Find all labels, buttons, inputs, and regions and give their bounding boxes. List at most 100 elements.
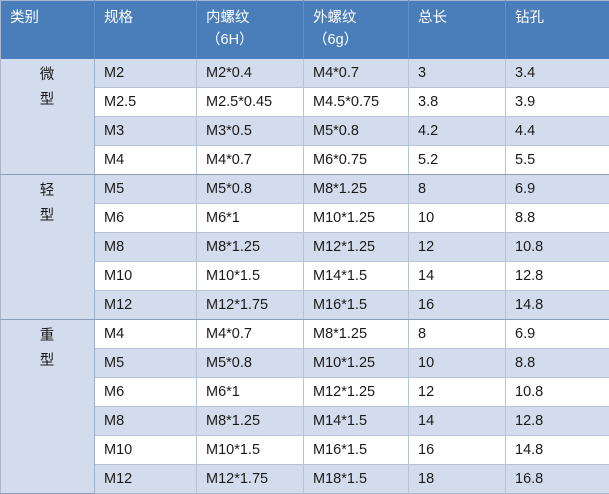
cell-spec: M5 [94,174,197,204]
cell-length: 12 [408,377,506,407]
cell-drill: 8.8 [505,348,609,378]
category-char: 轻 [39,183,56,199]
cell-length: 4.2 [408,116,506,146]
cell-external: M18*1.5 [303,464,409,494]
cell-length: 14 [408,406,506,436]
column-header-sublabel: （6g） [313,32,359,49]
category-cell-微型: 微型 [0,58,95,175]
cell-internal: M8*1.25 [196,406,304,436]
cell-external: M16*1.5 [303,435,409,465]
cell-drill: 6.9 [505,319,609,349]
cell-spec: M8 [94,232,197,262]
cell-external: M4*0.7 [303,58,409,88]
cell-drill: 3.4 [505,58,609,88]
column-header-length: 总长 [408,0,506,59]
column-header-label: 外螺纹 [313,10,357,26]
column-header-label: 类别 [10,10,39,26]
cell-spec: M2.5 [94,87,197,117]
table-row: M8 M8*1.25 M14*1.5 14 12.8 [1,406,609,436]
category-char: 型 [39,353,56,370]
cell-external: M12*1.25 [303,377,409,407]
cell-drill: 3.9 [505,87,609,117]
cell-external: M8*1.25 [303,174,409,204]
column-header-sublabel: （6H） [206,32,254,49]
cell-length: 3 [408,58,506,88]
cell-internal: M6*1 [196,203,304,233]
table-row: 微型 M2 M2*0.4 M4*0.7 3 3.4 [0,58,609,175]
cell-internal: M12*1.75 [196,464,304,494]
column-header-label: 内螺纹 [206,10,250,26]
table-row: M6 M6*1 M12*1.25 12 10.8 [1,377,609,407]
cell-internal: M3*0.5 [196,116,304,146]
category-char: 重 [39,328,56,344]
cell-internal: M5*0.8 [196,174,304,204]
cell-spec: M10 [94,261,197,291]
category-char: 微 [39,66,56,83]
cell-internal: M2.5*0.45 [196,87,304,117]
column-header-label: 钻孔 [515,10,544,26]
cell-internal: M8*1.25 [196,232,304,262]
column-header-label: 规格 [104,10,133,26]
table-row: M12 M12*1.75 M16*1.5 16 14.8 [1,290,609,320]
cell-length: 16 [408,435,506,465]
cell-external: M14*1.5 [303,261,409,291]
cell-external: M16*1.5 [303,290,409,320]
cell-spec: M10 [94,435,197,465]
cell-external: M14*1.5 [303,406,409,436]
cell-spec: M4 [94,145,197,175]
cell-length: 8 [408,174,506,204]
table-row: 轻型 M5 M5*0.8 M8*1.25 8 6.9 [0,174,609,320]
table-body: 微型 M2 M2*0.4 M4*0.7 3 3.4 M2.5 M2.5*0.45 M4.5*0.… [0,58,609,494]
cell-length: 5.2 [408,145,506,175]
cell-drill: 12.8 [505,406,609,436]
cell-drill: 4.4 [505,116,609,146]
cell-drill: 14.8 [505,290,609,320]
column-header-label: 总长 [418,10,447,26]
column-header-category: 类别 [0,0,95,59]
table-header: 类别 规格 内螺纹 （6H） 外螺纹 （6g） 总长 钻孔 [0,0,609,59]
table-row: M2.5 M2.5*0.45 M4.5*0.75 3.8 3.9 [1,87,609,117]
cell-external: M5*0.8 [303,116,409,146]
table-row: M8 M8*1.25 M12*1.25 12 10.8 [1,232,609,262]
cell-external: M6*0.75 [303,145,409,175]
cell-internal: M4*0.7 [196,319,304,349]
table-row: M5 M5*0.8 M10*1.25 10 8.8 [1,348,609,378]
cell-drill: 10.8 [505,232,609,262]
cell-drill: 14.8 [505,435,609,465]
cell-spec: M8 [94,406,197,436]
cell-length: 10 [408,203,506,233]
cell-length: 12 [408,232,506,262]
cell-drill: 10.8 [505,377,609,407]
cell-external: M12*1.25 [303,232,409,262]
cell-spec: M6 [94,203,197,233]
cell-length: 14 [408,261,506,291]
cell-spec: M12 [94,290,197,320]
cell-spec: M12 [94,464,197,494]
cell-length: 16 [408,290,506,320]
cell-drill: 12.8 [505,261,609,291]
cell-spec: M4 [94,319,197,349]
table-row: M3 M3*0.5 M5*0.8 4.2 4.4 [1,116,609,146]
cell-drill: 16.8 [505,464,609,494]
table-row: M4 M4*0.7 M6*0.75 5.2 5.5 [1,145,609,175]
table-row: M6 M6*1 M10*1.25 10 8.8 [1,203,609,233]
table-row: M10 M10*1.5 M16*1.5 16 14.8 [1,435,609,465]
cell-external: M10*1.25 [303,203,409,233]
column-header-external: 外螺纹 （6g） [303,0,409,59]
cell-drill: 5.5 [505,145,609,175]
cell-internal: M10*1.5 [196,261,304,291]
cell-spec: M6 [94,377,197,407]
cell-external: M4.5*0.75 [303,87,409,117]
cell-spec: M5 [94,348,197,378]
cell-internal: M10*1.5 [196,435,304,465]
cell-length: 3.8 [408,87,506,117]
cell-drill: 6.9 [505,174,609,204]
cell-internal: M5*0.8 [196,348,304,378]
header-row: 类别 规格 内螺纹 （6H） 外螺纹 （6g） 总长 钻孔 [0,0,609,59]
cell-internal: M2*0.4 [196,58,304,88]
table-row: M10 M10*1.5 M14*1.5 14 12.8 [1,261,609,291]
category-char: 型 [39,91,56,108]
table-row: M12 M12*1.75 M18*1.5 18 16.8 [1,464,609,494]
cell-internal: M4*0.7 [196,145,304,175]
